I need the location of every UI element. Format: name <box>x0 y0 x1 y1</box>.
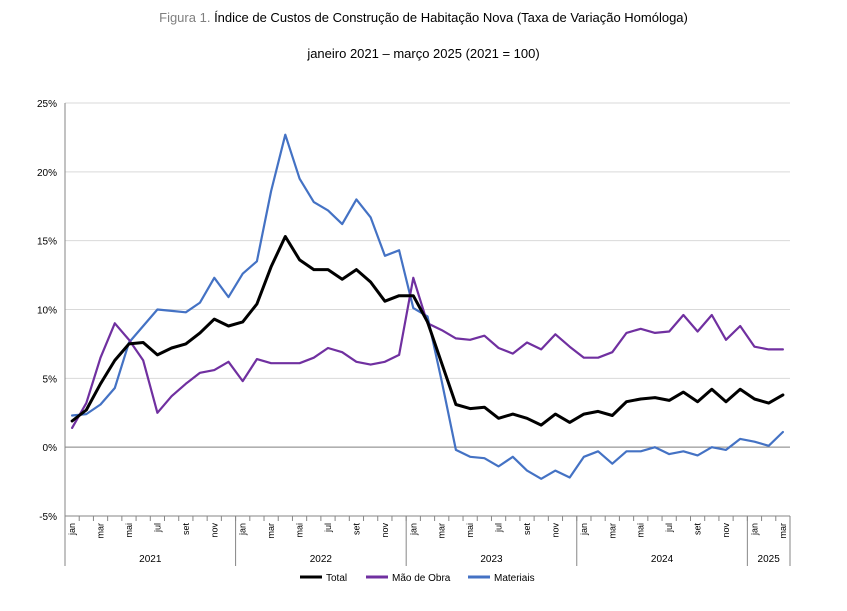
y-tick-label: -5% <box>39 512 57 523</box>
y-tick-label: 15% <box>37 237 57 248</box>
x-tick-label: set <box>351 523 361 536</box>
x-tick-label: jul <box>494 523 504 533</box>
legend-label: Total <box>326 573 347 584</box>
x-tick-label: jan <box>67 523 77 536</box>
x-tick-label: jan <box>579 523 589 536</box>
series-line-mao-de-obra <box>70 276 785 429</box>
x-tick-label: jan <box>238 523 248 536</box>
x-tick-label: set <box>181 523 191 536</box>
x-tick-label: mar <box>96 523 106 539</box>
chart-subtitle: janeiro 2021 – março 2025 (2021 = 100) <box>307 46 540 61</box>
year-label: 2024 <box>651 554 674 565</box>
x-tick-label: mai <box>295 523 305 538</box>
x-tick-label: nov <box>550 523 560 538</box>
x-tick-label: mai <box>636 523 646 538</box>
year-label: 2025 <box>758 554 781 565</box>
y-tick-label: 5% <box>43 374 58 385</box>
x-tick-label: jan <box>749 523 759 536</box>
x-tick-label: jul <box>323 523 333 533</box>
series-line-total <box>70 235 785 427</box>
x-tick-label: nov <box>721 523 731 538</box>
x-tick-label: nov <box>380 523 390 538</box>
x-tick-label: mai <box>465 523 475 538</box>
series-line-materiais <box>70 133 785 480</box>
year-label: 2021 <box>139 554 162 565</box>
legend-label: Materiais <box>494 573 535 584</box>
legend-label: Mão de Obra <box>392 573 451 584</box>
y-tick-label: 10% <box>37 306 57 317</box>
y-tick-label: 0% <box>43 443 58 454</box>
y-tick-label: 25% <box>37 99 57 110</box>
chart-title-line: Figura 1. Índice de Custos de Construção… <box>0 10 847 25</box>
x-tick-label: mar <box>437 523 447 539</box>
x-tick-label: jul <box>664 523 674 533</box>
year-label: 2023 <box>480 554 503 565</box>
chart-title: Índice de Custos de Construção de Habita… <box>214 10 688 25</box>
x-tick-label: set <box>693 523 703 536</box>
x-tick-label: mar <box>266 523 276 539</box>
x-tick-label: jan <box>408 523 418 536</box>
x-tick-label: set <box>522 523 532 536</box>
x-tick-label: nov <box>209 523 219 538</box>
x-tick-label: mar <box>778 523 788 539</box>
x-tick-label: mar <box>607 523 617 539</box>
figure-label: Figura 1. <box>159 10 211 25</box>
x-tick-label: jul <box>152 523 162 533</box>
year-label: 2022 <box>310 554 333 565</box>
x-tick-label: mai <box>124 523 134 538</box>
y-tick-label: 20% <box>37 168 57 179</box>
